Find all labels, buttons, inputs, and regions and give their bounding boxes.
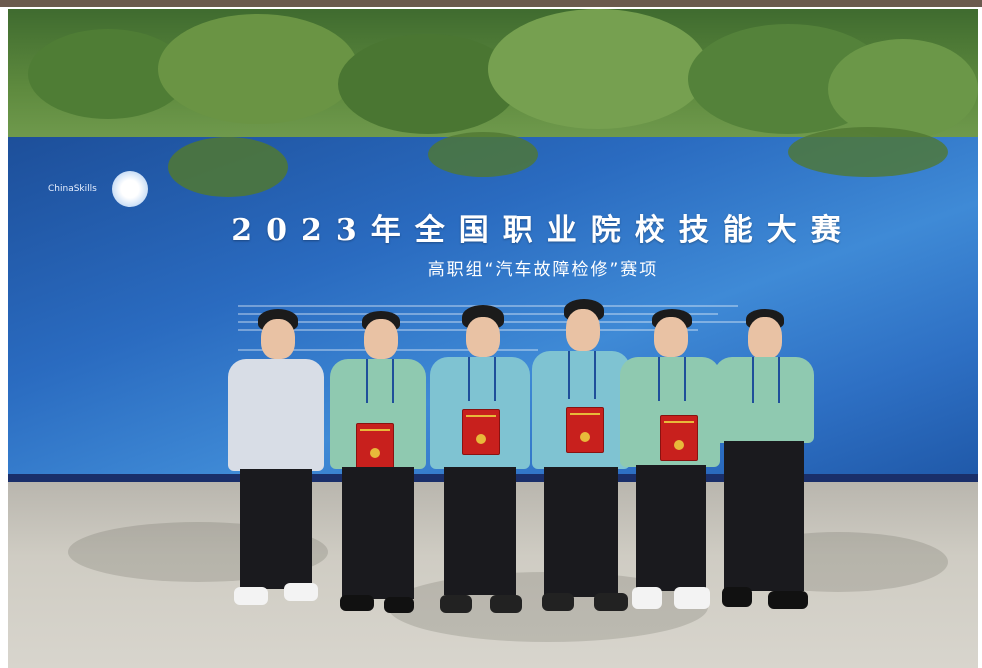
banner-title: 2023年全国职业院校技能大赛 bbox=[231, 213, 855, 248]
person-6 bbox=[710, 309, 820, 619]
tree-canopy bbox=[8, 9, 978, 184]
award-certificate bbox=[660, 415, 698, 461]
top-border bbox=[0, 0, 982, 7]
person-1 bbox=[226, 309, 326, 619]
award-certificate bbox=[462, 409, 500, 455]
award-certificate bbox=[356, 423, 394, 469]
award-certificate bbox=[566, 407, 604, 453]
person-3 bbox=[428, 305, 532, 615]
person-4 bbox=[530, 299, 634, 613]
person-5 bbox=[618, 309, 722, 619]
group-photo: ChinaSkills 2023年全国职业院校技能大赛 高职组“汽车故障检修”赛… bbox=[8, 9, 978, 668]
emblem-icon bbox=[112, 171, 148, 207]
chinaskills-logo: ChinaSkills bbox=[48, 184, 97, 194]
banner-subtitle: 高职组“汽车故障检修”赛项 bbox=[427, 260, 659, 280]
person-2 bbox=[328, 311, 428, 621]
